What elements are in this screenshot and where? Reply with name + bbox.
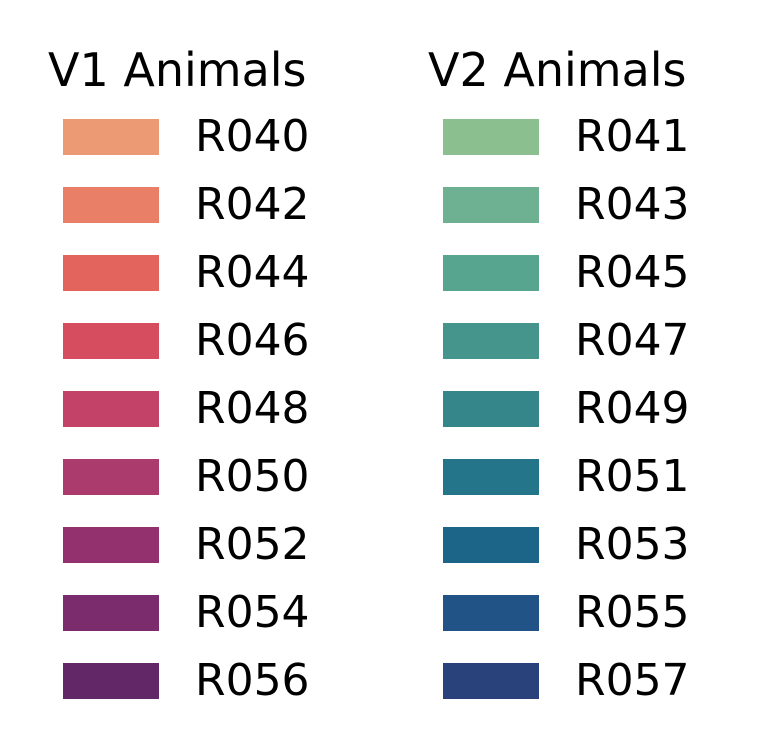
- legend-swatch: [443, 119, 539, 155]
- legend-swatch: [63, 323, 159, 359]
- legend-swatch: [63, 391, 159, 427]
- legend-entry-r052: R052: [62, 515, 352, 575]
- legend-label: R051: [575, 451, 690, 502]
- legend-entry-r045: R045: [442, 243, 732, 303]
- legend-swatch: [443, 595, 539, 631]
- legend-entry-r042: R042: [62, 175, 352, 235]
- legend-label: R056: [195, 655, 310, 706]
- legend-entry-r040: R040: [62, 107, 352, 167]
- legend-swatch: [63, 527, 159, 563]
- legend-label: R040: [195, 111, 310, 162]
- legend-label: R050: [195, 451, 310, 502]
- legend-entry-r044: R044: [62, 243, 352, 303]
- legend-swatch: [63, 459, 159, 495]
- legend-swatch: [443, 255, 539, 291]
- legend-swatch: [443, 187, 539, 223]
- legend-label: R054: [195, 587, 310, 638]
- legend-swatch: [63, 255, 159, 291]
- legend-swatch: [443, 663, 539, 699]
- legend-entry-r056: R056: [62, 651, 352, 711]
- legend-swatch: [63, 187, 159, 223]
- legend-group-v1: V1 Animals R040 R042 R044 R046 R048 R050 R052 R…: [0, 0, 360, 755]
- legend-entry-r043: R043: [442, 175, 732, 235]
- legend-label: R044: [195, 247, 310, 298]
- legend-label: R052: [195, 519, 310, 570]
- legend-label: R047: [575, 315, 690, 366]
- legend-entry-r046: R046: [62, 311, 352, 371]
- legend-entry-r055: R055: [442, 583, 732, 643]
- legend-label: R043: [575, 179, 690, 230]
- legend-title: V1 Animals: [48, 43, 307, 97]
- legend-title: V2 Animals: [428, 43, 687, 97]
- legend-entry-r050: R050: [62, 447, 352, 507]
- legend-entry-r047: R047: [442, 311, 732, 371]
- legend-entry-r054: R054: [62, 583, 352, 643]
- legend-entry-r057: R057: [442, 651, 732, 711]
- legend-label: R042: [195, 179, 310, 230]
- legend-label: R053: [575, 519, 690, 570]
- legend-swatch: [63, 663, 159, 699]
- legend-swatch: [443, 459, 539, 495]
- legend-swatch: [63, 595, 159, 631]
- legend-label: R045: [575, 247, 690, 298]
- legend-label: R046: [195, 315, 310, 366]
- legend-label: R048: [195, 383, 310, 434]
- legend-entry-r048: R048: [62, 379, 352, 439]
- legend-entry-r051: R051: [442, 447, 732, 507]
- legend-group-v2: V2 Animals R041 R043 R045 R047 R049 R051 R053 R…: [380, 0, 740, 755]
- legend-label: R055: [575, 587, 690, 638]
- legend-label: R049: [575, 383, 690, 434]
- legend-entry-r041: R041: [442, 107, 732, 167]
- legend-label: R041: [575, 111, 690, 162]
- legend-swatch: [63, 119, 159, 155]
- legend-label: R057: [575, 655, 690, 706]
- legend-entry-r053: R053: [442, 515, 732, 575]
- legend-swatch: [443, 527, 539, 563]
- legend-swatch: [443, 391, 539, 427]
- legend-entry-r049: R049: [442, 379, 732, 439]
- legend-swatch: [443, 323, 539, 359]
